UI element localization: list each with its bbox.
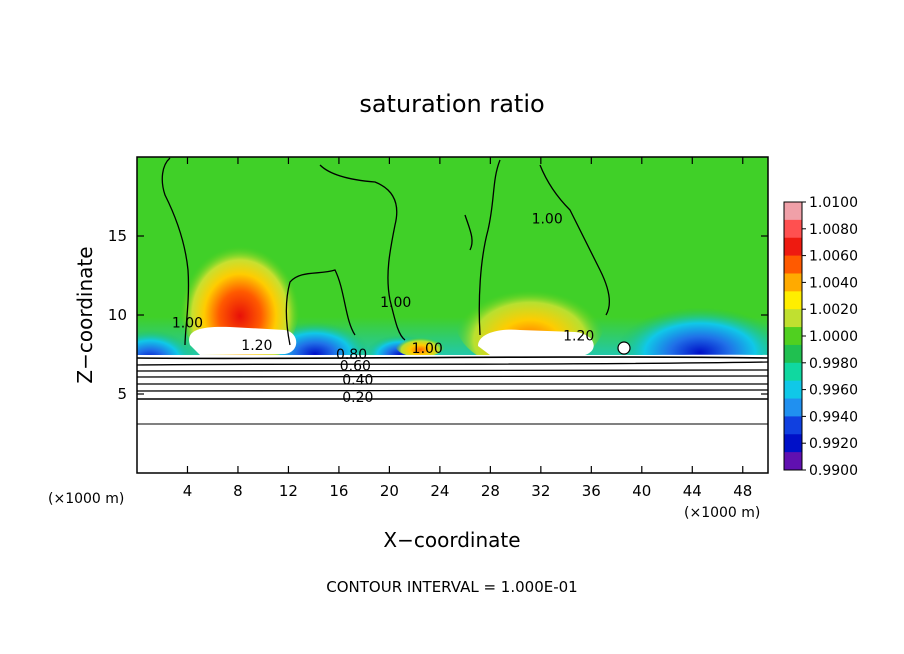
y-tick-label: 10 [108,306,127,324]
colorbar-swatch [784,327,802,346]
contour-interval-footer: CONTOUR INTERVAL = 1.000E-01 [326,578,577,596]
colorbar-swatch [784,380,802,400]
x-tick-label: 44 [683,482,702,500]
contour-label: 0.60 [340,358,371,374]
cloud-region-2 [478,329,594,355]
x-tick-label: 24 [430,482,449,500]
contour-label: 1.20 [563,328,594,344]
cloud-region-3 [617,341,631,355]
colorbar-label: 1.0100 [809,195,858,211]
x-tick-label: 12 [279,482,298,500]
x-tick-label: 36 [582,482,601,500]
contour-line [478,159,501,336]
contour-label: 0.20 [342,390,373,406]
contour-line [319,164,406,341]
contour-label: 1.00 [412,341,443,357]
cloud-region-1 [189,326,297,355]
colorbar-swatch [784,273,802,292]
moist-region-3 [395,333,445,357]
contour-label: 1.00 [380,295,411,311]
x-tick-label: 48 [733,482,752,500]
x-tick-label: 28 [481,482,500,500]
y-tick-label: 5 [117,385,127,403]
colorbar-label: 0.9980 [809,356,858,372]
contour-line [136,383,769,385]
contour-line [136,375,769,378]
contour-lines [136,157,769,425]
colorbar-swatch [784,344,802,364]
moist-region-1 [180,232,300,357]
colorbar-swatch [784,291,802,310]
contour-line [136,356,769,360]
x-axis-ticks: 4 8 12 16 20 24 28 32 36 40 44 48 [183,157,752,500]
contour-label: 0.40 [342,373,373,389]
chart-title: saturation ratio [359,90,544,118]
colorbar-swatch [784,398,802,417]
colorbar-label: 1.0040 [809,275,858,291]
x-axis-label: X−coordinate [383,528,520,552]
x-tick-label: 20 [380,482,399,500]
contour-line [539,164,611,316]
colorbar: 1.0100 1.0080 1.0060 1.0040 1.0020 1.0000 0.99… [783,195,858,479]
contour-label: 1.20 [241,338,272,354]
colorbar-swatch [784,202,802,221]
colorbar-label: 0.9960 [809,383,858,399]
colorbar-swatch [784,219,802,239]
x-tick-label: 4 [183,482,193,500]
contour-line [464,214,473,251]
contour-labels: 1.20 1.20 1.00 1.00 1.00 1.00 0.800.600.400.20 [172,211,594,406]
heatmap-field [137,157,768,357]
colorbar-label: 1.0060 [809,249,858,265]
colorbar-label: 0.9900 [809,463,858,479]
y-tick-label: 15 [108,227,127,245]
lower-unsaturated-region [137,355,768,357]
colorbar-swatch [784,416,802,435]
contour-label: 1.00 [172,316,203,332]
colorbar-swatch [784,452,802,471]
x-tick-label: 32 [531,482,550,500]
colorbar-label: 0.9940 [809,409,858,425]
x-tick-label: 40 [632,482,651,500]
colorbar-label: 1.0080 [809,222,858,238]
contour-line [136,397,769,401]
contour-line [136,369,769,372]
x-unit-right: (×1000 m) [684,505,760,521]
colorbar-swatch [784,434,802,453]
contour-line [136,423,769,425]
contour-line [285,269,356,346]
cold-region-1 [137,315,195,357]
colorbar-label: 0.9920 [809,436,858,452]
colorbar-label: 1.0000 [809,329,858,345]
contour-label: 0.80 [336,347,367,363]
colorbar-swatch [784,255,802,274]
x-unit-left: (×1000 m) [48,491,124,507]
y-axis-label: Z−coordinate [73,246,97,383]
x-tick-label: 16 [329,482,348,500]
contour-line [136,361,769,366]
colorbar-swatch [784,309,802,328]
cold-region-4 [615,285,768,357]
colorbar-swatch [784,362,802,382]
x-tick-label: 8 [233,482,243,500]
colorbar-label: 1.0020 [809,302,858,318]
contour-label: 1.00 [532,211,563,227]
colorbar-swatch [784,237,802,257]
contour-line [161,157,190,346]
y-axis-ticks: 5 10 15 [108,227,768,403]
contour-line [136,389,769,392]
